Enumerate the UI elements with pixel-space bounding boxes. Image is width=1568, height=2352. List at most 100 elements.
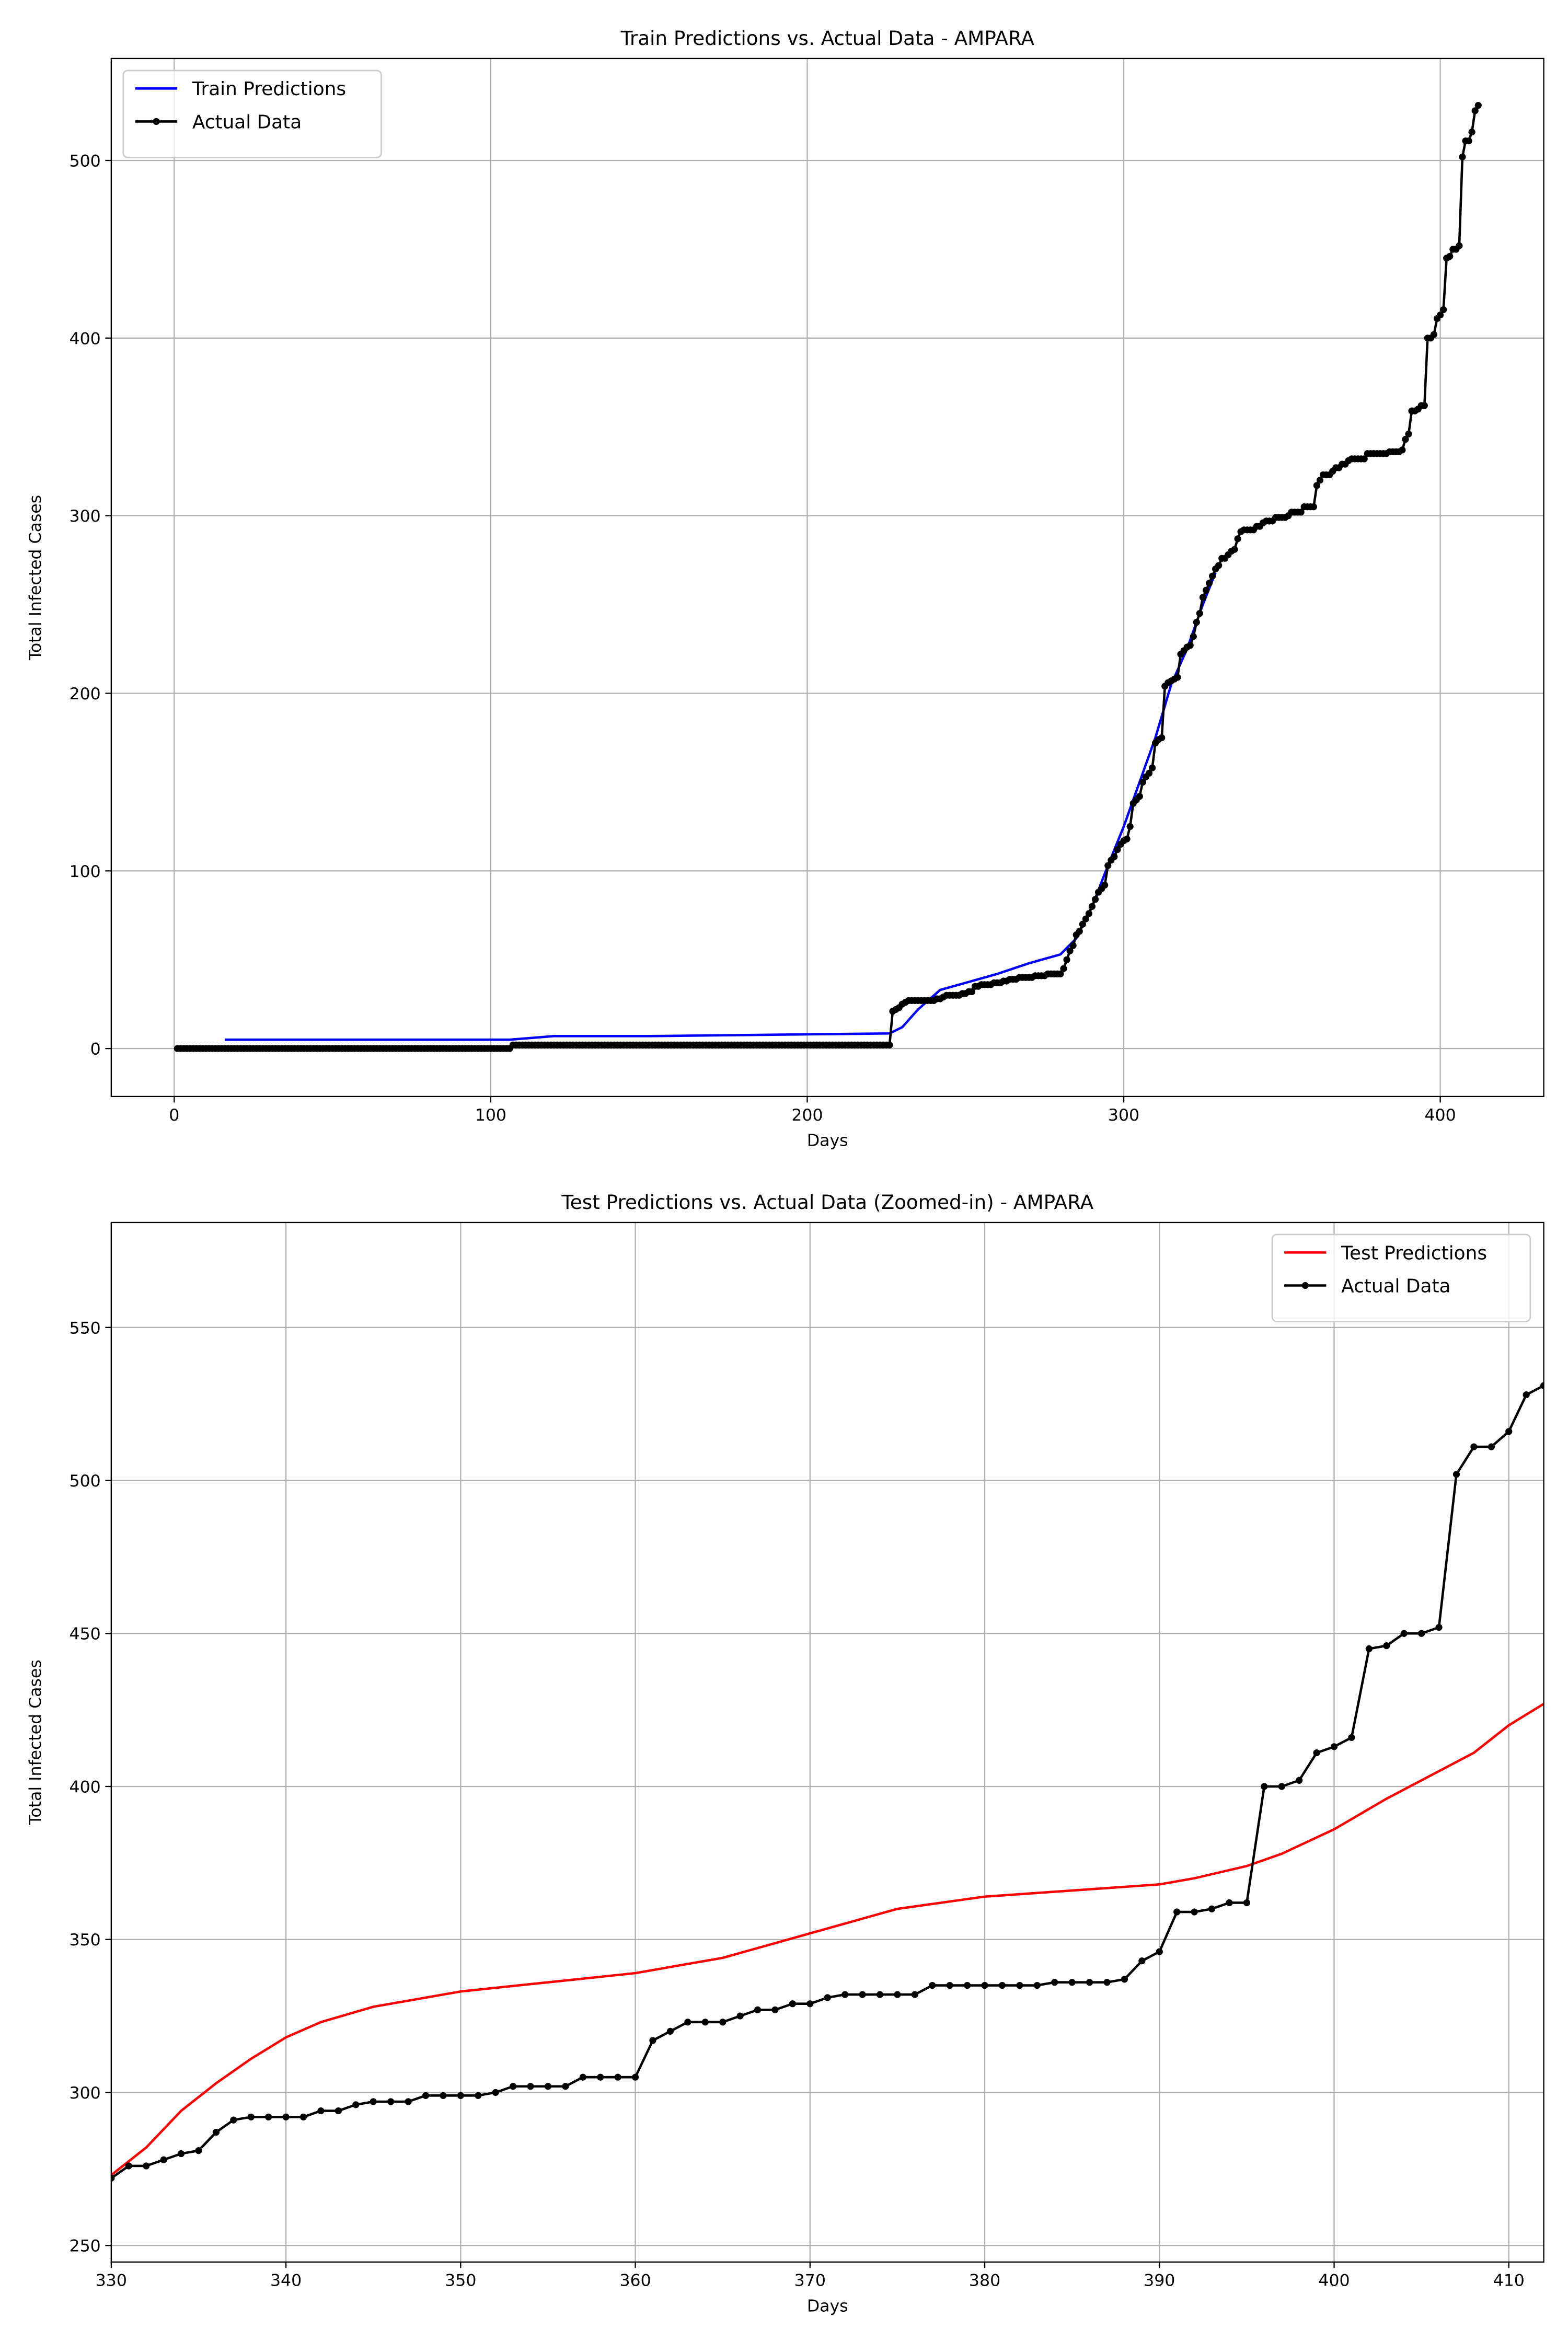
y-tick-label: 200 (70, 685, 101, 704)
data-point (1488, 1443, 1495, 1450)
data-point (968, 988, 975, 995)
data-point (981, 1981, 988, 1989)
legend-label: Test Predictions (1341, 1242, 1487, 1264)
x-tick-label: 400 (1318, 2272, 1350, 2290)
legend-label: Actual Data (1341, 1275, 1450, 1297)
data-point (1079, 920, 1086, 928)
x-tick-label: 400 (1424, 1106, 1456, 1125)
data-point (859, 1991, 866, 1998)
data-point (1069, 942, 1077, 949)
data-point (212, 2128, 220, 2136)
data-point (1173, 1908, 1181, 1916)
data-point (1399, 446, 1406, 454)
data-point (1418, 1630, 1425, 1637)
data-point (1063, 956, 1070, 963)
data-point (1085, 910, 1093, 917)
data-point (1452, 1471, 1460, 1478)
axes-frame (110, 1221, 1544, 2263)
data-point (1190, 633, 1197, 640)
data-point (911, 1991, 918, 1998)
data-point (1297, 509, 1305, 516)
data-point (1103, 1979, 1111, 1986)
x-tick-label: 330 (96, 2272, 127, 2290)
legend-marker (153, 118, 160, 125)
data-point (701, 2019, 709, 2026)
chart-title: Train Predictions vs. Actual Data - AMPA… (620, 27, 1035, 50)
data-point (1296, 1777, 1303, 1784)
data-point (1033, 1981, 1041, 1989)
x-axis-label: Days (807, 2297, 848, 2316)
data-point (894, 1991, 901, 1998)
y-axis-label: Total Infected Cases (26, 495, 45, 661)
legend: Train Predictions Actual Data (122, 70, 382, 158)
data-point (806, 2000, 814, 2008)
data-point (719, 2019, 727, 2026)
data-point (1202, 586, 1210, 594)
data-point (265, 2113, 272, 2120)
data-point (1435, 1623, 1443, 1631)
data-point (1082, 915, 1089, 923)
data-point (1261, 1783, 1268, 1790)
data-point (736, 2012, 744, 2020)
data-point (143, 2162, 150, 2170)
x-tick-label: 100 (475, 1106, 506, 1125)
data-point (1405, 430, 1412, 437)
data-point (1148, 764, 1156, 771)
x-tick-label: 370 (794, 2272, 826, 2290)
data-point (457, 2092, 464, 2099)
data-point (1234, 535, 1241, 543)
data-point (1196, 609, 1203, 617)
y-tick-label: 400 (70, 329, 101, 348)
data-point (177, 2150, 185, 2158)
data-point (1365, 1645, 1373, 1653)
data-point (1215, 562, 1223, 569)
x-tick-label: 300 (1108, 1106, 1139, 1125)
data-point (299, 2113, 307, 2120)
y-tick-label: 400 (70, 1778, 101, 1796)
data-point (1205, 580, 1213, 587)
data-point (1523, 1391, 1530, 1399)
legend-label: Train Predictions (192, 78, 346, 100)
chart: 330 340 350 360 370 380 390 400 410 250 300 350 400 4… (26, 1191, 1544, 2316)
data-point (1111, 853, 1118, 860)
data-point (684, 2019, 691, 2026)
data-point (789, 2000, 796, 2008)
data-point (824, 1994, 831, 2001)
data-point (1057, 970, 1064, 978)
data-point (1400, 1630, 1408, 1637)
data-point (562, 2083, 569, 2090)
data-line (111, 1702, 1544, 2176)
data-point (1123, 835, 1131, 843)
data-point (1208, 1905, 1216, 1912)
data-point (1208, 572, 1216, 580)
legend-frame (122, 70, 382, 158)
data-point (666, 2027, 674, 2035)
data-point (1226, 1899, 1233, 1907)
data-point (1465, 137, 1472, 145)
legend-marker (1301, 1282, 1309, 1289)
data-point (1313, 1749, 1320, 1757)
x-tick-label: 200 (791, 1106, 823, 1125)
chart-title: Test Predictions vs. Actual Data (Zoomed… (561, 1191, 1093, 1214)
data-point (1091, 896, 1099, 903)
data-point (579, 2073, 586, 2081)
data-point (387, 2098, 395, 2105)
data-point (509, 2083, 517, 2090)
data-point (527, 2083, 534, 2090)
data-point (649, 2037, 656, 2044)
axes-frame (110, 57, 1544, 1098)
data-point (1470, 1443, 1478, 1450)
y-axis-label: Total Infected Cases (26, 1659, 45, 1825)
data-line (225, 572, 1217, 1041)
data-point (370, 2098, 377, 2105)
y-tick-label: 250 (70, 2237, 101, 2256)
data-point (1193, 618, 1200, 626)
x-axis-label: Days (807, 1132, 848, 1150)
data-point (1440, 306, 1447, 314)
data-point (1310, 503, 1317, 511)
x-tick-label: 390 (1144, 2272, 1175, 2290)
data-point (111, 2174, 115, 2182)
data-point (1505, 1428, 1513, 1435)
plot-area (111, 1382, 1544, 2182)
data-point (160, 2156, 167, 2163)
